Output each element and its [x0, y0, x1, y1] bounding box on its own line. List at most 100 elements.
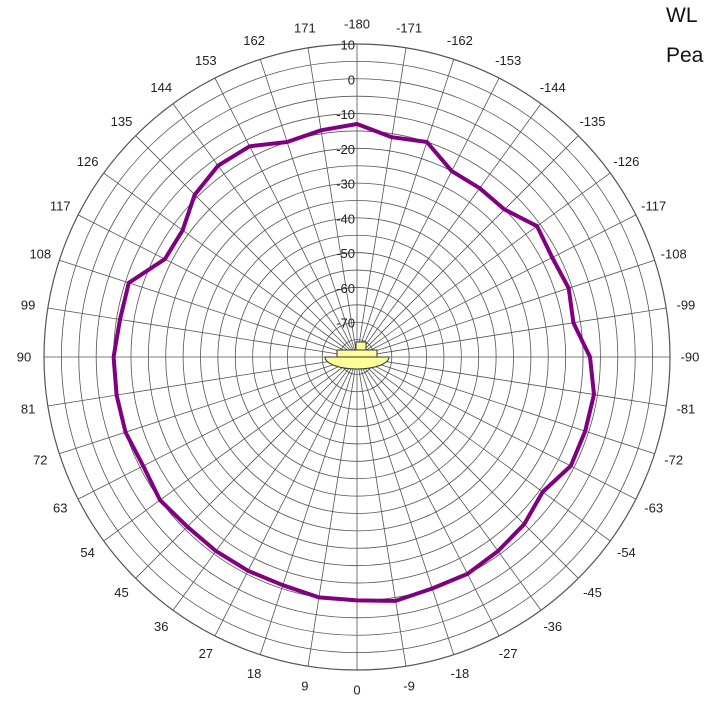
data-point: [536, 225, 538, 227]
angle-tick-label: -171: [396, 21, 422, 36]
grid-spoke: [356, 356, 637, 500]
angle-tick-label: 144: [150, 80, 172, 95]
angle-tick-label: 126: [77, 154, 99, 169]
grid-spoke: [356, 135, 579, 358]
data-point: [119, 318, 121, 320]
data-point: [391, 136, 393, 138]
radial-tick-label: -30: [336, 177, 355, 192]
angle-tick-label: -18: [451, 666, 470, 681]
radial-tick-label: 10: [341, 38, 355, 53]
data-point: [164, 258, 166, 260]
angle-tick-labels: -180 -171-162-153-144-135-126-117-108-99-…: [17, 17, 700, 698]
data-point: [286, 141, 288, 143]
data-point: [467, 573, 469, 575]
data-point: [551, 257, 553, 259]
grid-spoke: [307, 47, 358, 358]
grid-spoke: [356, 356, 655, 455]
grid-spoke: [356, 307, 667, 358]
data-point: [116, 394, 118, 396]
angle-tick-label: 9: [301, 678, 308, 693]
angle-tick-label: -27: [499, 646, 518, 661]
data-point: [142, 465, 144, 467]
angle-tick-label: -36: [543, 619, 562, 634]
data-point: [113, 356, 115, 358]
data-point: [451, 170, 453, 172]
data-point: [320, 129, 322, 131]
grid-spoke: [356, 103, 542, 358]
data-point: [542, 491, 544, 493]
data-point: [318, 596, 320, 598]
grid-spoke: [356, 356, 579, 579]
grid-spoke: [259, 59, 358, 358]
data-point: [356, 123, 358, 125]
grid-spoke: [103, 172, 358, 358]
angle-tick-label: -45: [583, 585, 602, 600]
grid-spoke: [77, 356, 358, 500]
radial-tick-label: -60: [336, 281, 355, 296]
angle-tick-label: 90: [17, 350, 31, 365]
grid-spoke: [356, 356, 611, 542]
angle-tick-label: 45: [114, 585, 128, 600]
data-point: [523, 523, 525, 525]
grid-spoke: [214, 356, 358, 637]
data-point: [589, 356, 591, 358]
legend-text-line-1: WL: [666, 4, 698, 27]
grid-spoke: [356, 356, 407, 667]
angle-tick-label: -81: [677, 402, 696, 417]
angle-tick-label: -117: [641, 198, 666, 213]
grid-spoke: [59, 259, 358, 358]
angle-tick-label: -162: [447, 33, 473, 48]
grid-spoke: [356, 356, 455, 655]
grid-spoke: [356, 59, 455, 358]
angle-tick-label: -153: [495, 53, 521, 68]
data-point: [217, 165, 219, 167]
angle-tick-label: 153: [195, 53, 217, 68]
grid-spoke: [172, 356, 358, 611]
data-point: [593, 394, 595, 396]
angle-tick-label: 81: [21, 402, 35, 417]
grid-spoke: [356, 214, 637, 358]
grid-spoke: [356, 77, 500, 358]
data-point: [124, 431, 126, 433]
angle-tick-label: -180: [344, 17, 370, 32]
data-point: [247, 570, 249, 572]
marker-base: [324, 356, 390, 370]
radial-tick-label: -50: [336, 246, 355, 261]
grid-spoke: [103, 356, 358, 542]
angle-tick-label: 36: [154, 619, 168, 634]
angle-tick-label: -108: [661, 247, 687, 262]
data-point: [572, 322, 574, 324]
grid-spoke: [356, 356, 500, 637]
legend-text-line-2: Pea: [666, 44, 704, 67]
angle-tick-label: 18: [247, 666, 261, 681]
angle-tick-label: 54: [80, 545, 94, 560]
grid-spoke: [356, 356, 542, 611]
angle-tick-label: -63: [644, 501, 663, 516]
data-point: [215, 550, 217, 552]
radial-tick-label: -70: [336, 316, 355, 331]
data-point: [159, 499, 161, 501]
grid-spoke: [356, 47, 407, 358]
angle-tick-label: -54: [617, 545, 636, 560]
angle-tick-label: 171: [294, 21, 316, 36]
angle-tick-label: 135: [111, 114, 133, 129]
data-point: [568, 287, 570, 289]
radial-tick-label: -10: [336, 107, 355, 122]
grid-spoke: [356, 172, 611, 358]
grid-spoke: [77, 214, 358, 358]
data-point: [497, 550, 499, 552]
grid-spoke: [47, 356, 358, 407]
data-point: [186, 526, 188, 528]
angle-tick-label: -135: [579, 114, 605, 129]
data-point: [395, 600, 397, 602]
data-point: [194, 194, 196, 196]
data-point: [431, 588, 433, 590]
angle-tick-label: 27: [199, 646, 213, 661]
angle-tick-label: -90: [681, 350, 700, 365]
grid-spoke: [307, 356, 358, 667]
angle-tick-label: -144: [540, 80, 566, 95]
angle-tick-label: -99: [677, 297, 696, 312]
data-point: [584, 430, 586, 432]
radial-tick-label: -40: [336, 211, 355, 226]
